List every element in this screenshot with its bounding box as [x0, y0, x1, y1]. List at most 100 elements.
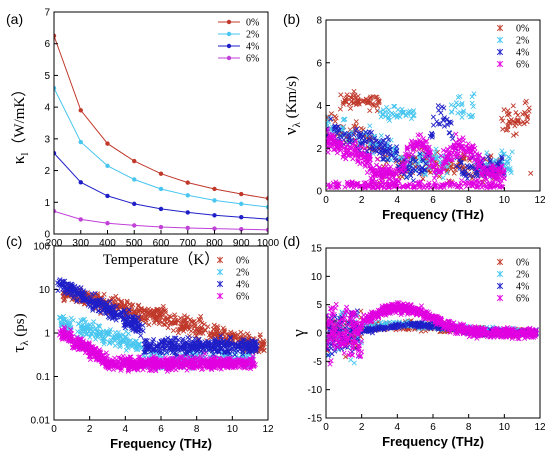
data-point: [480, 156, 486, 162]
data-point: [132, 201, 137, 207]
data-point: [105, 332, 111, 338]
data-point: [151, 320, 157, 326]
x-tick-label: 4: [395, 195, 401, 206]
data-point: [422, 167, 428, 173]
data-point: [441, 123, 447, 129]
data-point: [54, 208, 57, 214]
data-point: [436, 107, 442, 113]
data-point: [80, 317, 86, 323]
data-point: [208, 331, 214, 337]
data-point: [469, 165, 475, 171]
data-point: [184, 359, 190, 365]
data-point: [343, 156, 349, 162]
data-point: [394, 112, 400, 118]
data-point: [478, 171, 485, 177]
data-point: [480, 166, 486, 172]
legend-marker: [226, 19, 232, 25]
data-point: [383, 168, 389, 174]
data-point: [205, 324, 211, 330]
data-point: [515, 112, 521, 118]
data-point: [164, 316, 170, 322]
data-point: [222, 348, 228, 354]
data-point: [351, 132, 357, 138]
data-point: [357, 161, 363, 167]
legend-label: 4%: [246, 42, 259, 53]
data-point: [109, 310, 115, 316]
data-point: [123, 336, 129, 342]
data-point: [134, 363, 140, 369]
data-point: [142, 347, 148, 353]
data-point: [205, 343, 211, 349]
data-point: [93, 332, 99, 338]
legend-marker: [496, 36, 504, 44]
data-point: [501, 151, 507, 157]
data-point: [408, 173, 414, 179]
legend-label: 0%: [246, 18, 259, 29]
legend-label: 6%: [516, 60, 529, 71]
data-point: [408, 142, 414, 148]
data-point: [363, 138, 369, 144]
data-point: [185, 193, 190, 198]
data-point: [374, 183, 381, 189]
data-point: [368, 166, 374, 172]
data-point: [377, 109, 383, 115]
data-point: [95, 308, 101, 314]
data-point: [257, 332, 263, 338]
data-point: [100, 358, 106, 364]
data-point: [440, 117, 446, 123]
data-point: [156, 307, 162, 313]
data-point: [353, 119, 359, 125]
x-axis-label: Frequency (THz): [382, 207, 484, 222]
y-tick-label: 2: [316, 144, 322, 155]
data-point: [138, 333, 144, 339]
data-point: [458, 159, 464, 165]
data-point: [103, 364, 109, 370]
data-point: [196, 316, 202, 323]
data-point: [347, 105, 354, 112]
data-point: [500, 126, 506, 132]
data-point: [463, 184, 469, 190]
data-point: [329, 351, 335, 357]
data-point: [387, 143, 393, 149]
data-point: [80, 332, 86, 338]
data-point: [446, 119, 452, 125]
plot-area: [54, 33, 268, 233]
data-point: [88, 331, 95, 337]
data-point: [215, 328, 221, 334]
data-point: [375, 171, 381, 178]
data-point: [385, 137, 392, 143]
data-point: [391, 174, 397, 180]
data-point: [469, 94, 475, 100]
y-tick-label: 1: [44, 198, 50, 209]
data-point: [402, 167, 408, 174]
data-point: [168, 345, 174, 351]
data-point: [365, 159, 371, 165]
y-tick-label: 10: [39, 285, 51, 296]
legend: 0%2%4%6%: [218, 18, 259, 65]
data-point: [117, 342, 124, 348]
data-point: [500, 118, 506, 124]
data-point: [158, 224, 164, 230]
data-point: [69, 281, 75, 287]
data-point: [358, 183, 364, 189]
data-point: [453, 131, 459, 137]
data-point: [410, 157, 416, 163]
data-point: [475, 155, 481, 161]
data-point: [448, 157, 454, 163]
data-point: [384, 134, 391, 140]
data-point: [88, 330, 94, 336]
data-point: [248, 356, 254, 362]
data-point: [499, 156, 505, 162]
legend-label: 2%: [516, 36, 529, 47]
data-point: [394, 183, 400, 189]
data-point: [429, 134, 435, 140]
panel-label: (b): [283, 11, 300, 27]
data-point: [139, 309, 145, 316]
data-point: [497, 159, 503, 165]
data-point: [204, 364, 210, 370]
data-point: [380, 112, 386, 118]
data-point: [231, 331, 237, 337]
data-point: [155, 365, 161, 371]
data-point: [393, 150, 399, 156]
data-point: [166, 366, 172, 373]
